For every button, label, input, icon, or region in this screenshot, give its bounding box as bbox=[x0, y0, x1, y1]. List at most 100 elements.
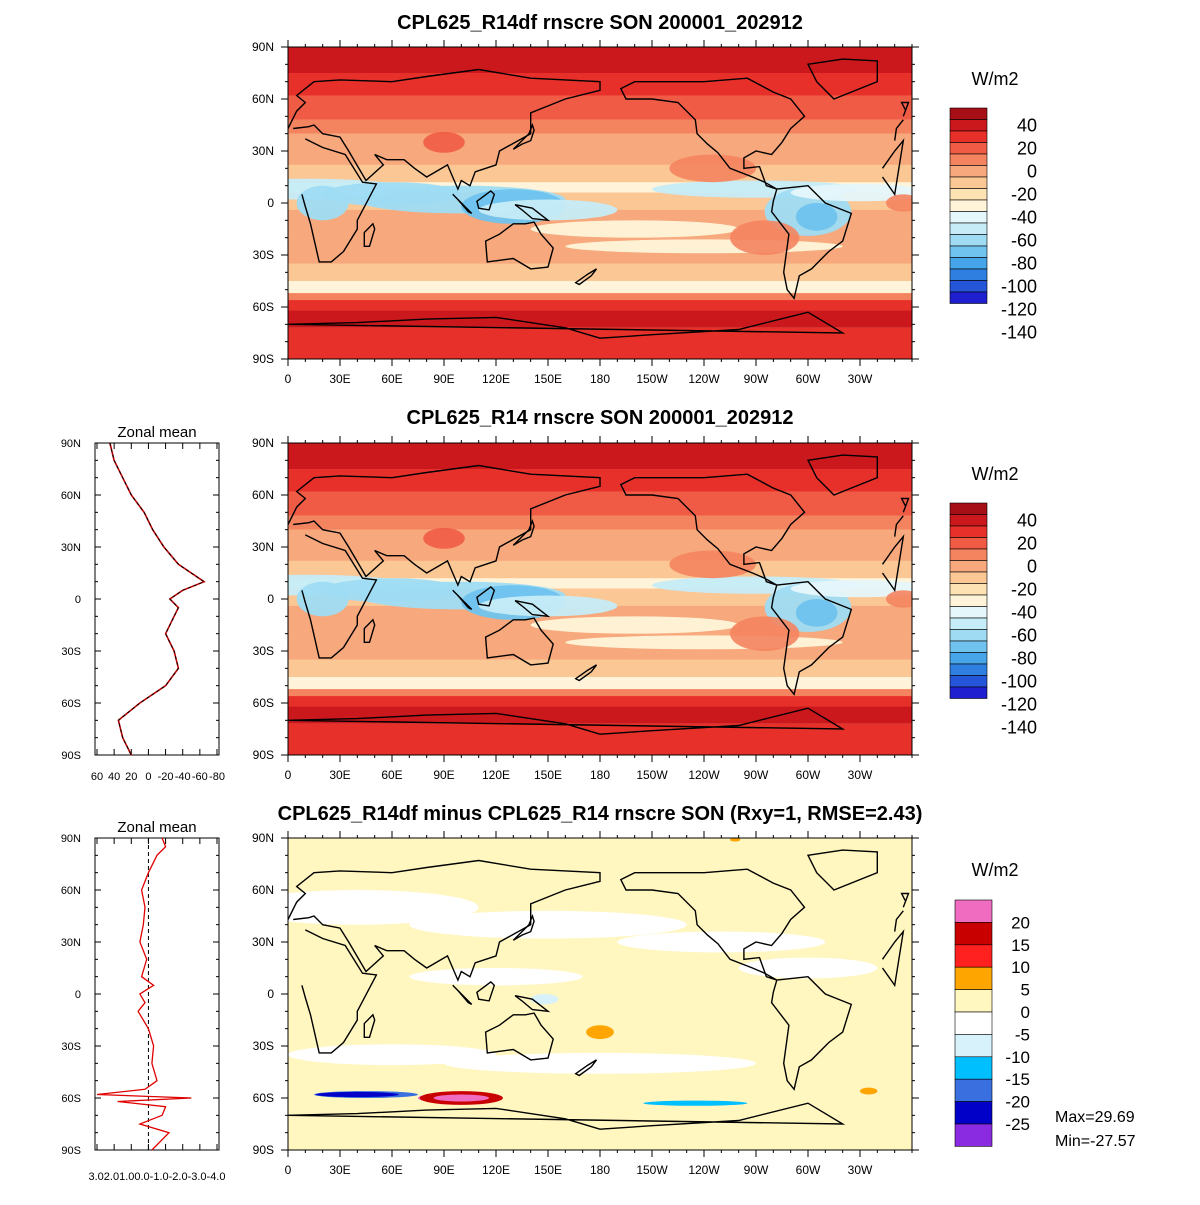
panel-3-bands bbox=[288, 838, 878, 1106]
coastline-borneo bbox=[476, 980, 496, 1002]
colorbar-swatch bbox=[949, 502, 988, 515]
field-patch bbox=[433, 1094, 490, 1102]
field-band bbox=[288, 281, 912, 294]
field-band bbox=[288, 491, 912, 516]
field-patch bbox=[738, 957, 878, 979]
field-patch bbox=[669, 550, 757, 579]
y-tick-label: 90S bbox=[253, 748, 274, 762]
colorbar-swatch bbox=[954, 944, 993, 968]
coastline-australia bbox=[484, 617, 554, 666]
coastline-madagascar bbox=[363, 618, 376, 643]
field-band bbox=[288, 164, 912, 183]
coastline-eurasia bbox=[288, 68, 601, 191]
coastline-samerica bbox=[770, 184, 853, 300]
field-patch bbox=[530, 994, 559, 1005]
zonal-y-tick-label: 90S bbox=[61, 750, 81, 762]
field-patch bbox=[669, 154, 757, 183]
colorbar-label: 0 bbox=[1027, 556, 1037, 576]
colorbar-label: 15 bbox=[1011, 936, 1030, 955]
zonal-x-tick-label: 60 bbox=[91, 771, 103, 783]
panel-2-axes: 90N 60N 30N 0 30S 60S 90S 0 30E 60E 90E 120E 150E 180… bbox=[252, 436, 919, 782]
y-tick-label: 60N bbox=[252, 883, 274, 897]
field-patch bbox=[288, 1044, 496, 1066]
field-patch bbox=[423, 527, 465, 549]
colorbar-swatch bbox=[954, 1056, 993, 1080]
zonal-mean-line-ctl bbox=[109, 442, 206, 756]
panel-1-title: CPL625_R14df rnscre SON 200001_202912 bbox=[397, 12, 803, 34]
colorbar-swatch bbox=[949, 199, 988, 212]
field-band bbox=[288, 300, 912, 311]
colorbar-swatch bbox=[949, 257, 988, 270]
coastline-uk-west bbox=[900, 892, 910, 908]
coastline-namerica bbox=[619, 868, 806, 981]
panel-3: CPL625_R14df minus CPL625_R14 rnscre SON… bbox=[61, 803, 1136, 1183]
y-tick-label: 90N bbox=[252, 40, 274, 54]
coastline-uk-west bbox=[900, 101, 910, 117]
colorbar-label: 5 bbox=[1021, 981, 1030, 1000]
field-band bbox=[288, 689, 912, 697]
colorbar-swatch bbox=[949, 629, 988, 642]
min-value-label: Min=-27.57 bbox=[1055, 1133, 1136, 1150]
zonal-panel-2: 90N 60N 30N 0 30S 60S 90S 60 40 20 0 -20 -40 -60 -80 bbox=[61, 438, 225, 783]
field-band bbox=[288, 677, 912, 690]
field-patch bbox=[565, 239, 843, 254]
zonal-mean-line-exp bbox=[109, 442, 206, 756]
field-patch bbox=[730, 220, 800, 256]
panel-2-title: CPL625_R14 rnscre SON 200001_202912 bbox=[407, 407, 794, 429]
x-tick-label: 60W bbox=[796, 372, 821, 386]
field-band bbox=[288, 515, 912, 530]
coastline-africa-west bbox=[881, 534, 905, 593]
coastline-eurasia-west bbox=[894, 910, 904, 932]
x-tick-label: 150W bbox=[636, 768, 668, 782]
colorbar-swatch bbox=[949, 268, 988, 281]
y-tick-label: 0 bbox=[267, 196, 274, 210]
colorbar-label: -5 bbox=[1015, 1025, 1030, 1044]
coastline-newguinea bbox=[514, 995, 551, 1013]
coastline-sumatra bbox=[452, 589, 473, 611]
zonal-diff-line bbox=[96, 837, 192, 1151]
field-patch bbox=[565, 635, 843, 650]
colorbar-swatch bbox=[949, 142, 988, 155]
coastline-borneo bbox=[476, 189, 496, 211]
x-tick-label: 30E bbox=[329, 1163, 350, 1177]
panel-2: CPL625_R14 rnscre SON 200001_202912 90N 6… bbox=[61, 407, 1037, 783]
zonal-y-tick-label: 30N bbox=[61, 542, 81, 554]
colorbar-label: -60 bbox=[1011, 230, 1037, 250]
zonal-y-tick-label: 60S bbox=[61, 1093, 81, 1105]
x-tick-label: 0 bbox=[285, 372, 292, 386]
field-patch bbox=[860, 1087, 878, 1095]
zonal-y-tick-label: 60N bbox=[61, 885, 81, 897]
colorbar-label: 20 bbox=[1011, 913, 1030, 932]
field-band bbox=[288, 133, 912, 165]
coastline-japan bbox=[512, 122, 535, 150]
colorbar-label: -25 bbox=[1005, 1115, 1030, 1134]
colorbar-label: -100 bbox=[1001, 671, 1037, 691]
x-tick-label: 120W bbox=[688, 768, 720, 782]
colorbar-swatch bbox=[949, 560, 988, 573]
x-tick-label: 180 bbox=[590, 1163, 610, 1177]
field-patch bbox=[795, 203, 838, 231]
x-tick-label: 120W bbox=[688, 1163, 720, 1177]
coastline-eurasia bbox=[288, 464, 601, 587]
colorbar-label: -80 bbox=[1011, 648, 1037, 668]
x-tick-label: 150W bbox=[636, 372, 668, 386]
zonal-y-tick-label: 0 bbox=[75, 594, 81, 606]
y-tick-label: 30N bbox=[252, 144, 274, 158]
x-tick-label: 90W bbox=[744, 768, 769, 782]
field-patch bbox=[315, 1091, 399, 1098]
x-tick-label: 120W bbox=[688, 372, 720, 386]
zonal-y-tick-label: 60S bbox=[61, 698, 81, 710]
panel-1-colorbar: 40 20 0 -20 -40 -60 -80 -100 -120 -140 bbox=[949, 107, 1037, 342]
coastline-sumatra bbox=[452, 984, 473, 1006]
y-tick-label: 90S bbox=[253, 1143, 274, 1157]
coastline-sumatra bbox=[452, 193, 473, 215]
colorbar-swatch bbox=[949, 675, 988, 688]
zonal-y-tick-label: 30S bbox=[61, 1041, 81, 1053]
x-tick-label: 90E bbox=[433, 1163, 454, 1177]
field-patch bbox=[296, 581, 349, 617]
x-tick-label: 150W bbox=[636, 1163, 668, 1177]
field-patch bbox=[886, 194, 912, 212]
panel-3-title: CPL625_R14df minus CPL625_R14 rnscre SON… bbox=[278, 803, 923, 825]
panel-3-colorbar: 20 15 10 5 0 -5 -10 -15 -20 -25 bbox=[954, 899, 1030, 1147]
